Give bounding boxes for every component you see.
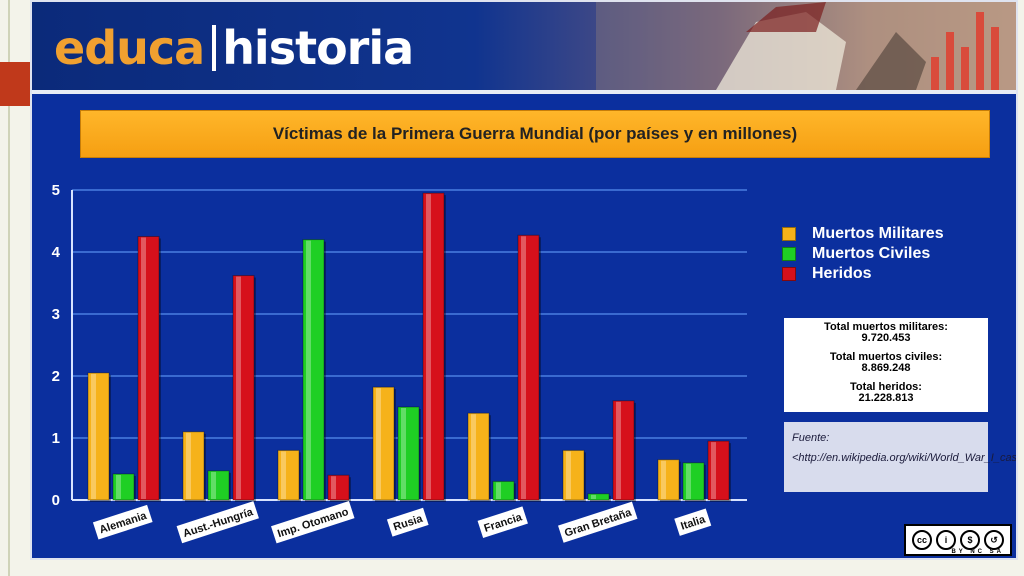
- total-civil-label: Total muertos civiles:: [829, 351, 943, 363]
- bar-highlight: [306, 240, 311, 499]
- cc-license-badge: cc i $ ↺ BY NC SA: [904, 524, 1012, 556]
- legend-label-civil: Muertos Civiles: [812, 245, 931, 262]
- total-military-value: 9.720.453: [861, 332, 911, 344]
- bar-muertos-civiles: [112, 473, 135, 501]
- y-tick-label: 2: [52, 368, 60, 385]
- slide-decoration: [8, 0, 10, 576]
- bar-heridos: [327, 474, 350, 501]
- bar-highlight: [711, 442, 716, 499]
- license-text: BY NC SA: [951, 549, 1004, 555]
- bar-highlight: [426, 194, 431, 499]
- bar-muertos-militares: [372, 386, 395, 501]
- banner-divider: [32, 90, 1016, 94]
- bar-highlight: [496, 482, 501, 499]
- y-tick-label: 5: [52, 182, 60, 199]
- bar-muertos-civiles: [397, 406, 420, 501]
- legend-item-military: Muertos Militares: [782, 224, 1012, 244]
- brand-logo: educa historia: [54, 20, 414, 76]
- bar-muertos-civiles: [682, 462, 705, 501]
- bar-muertos-militares: [562, 449, 585, 501]
- bar-muertos-militares: [467, 412, 490, 501]
- bar-highlight: [376, 388, 381, 499]
- brand-separator: [212, 25, 217, 71]
- total-wounded-label: Total heridos:: [850, 381, 922, 393]
- x-tick-label-bg: [558, 501, 638, 543]
- legend-item-wounded: Heridos: [782, 264, 1012, 284]
- x-tick-label-bg: [271, 500, 355, 544]
- legend-label-wounded: Heridos: [812, 265, 872, 282]
- bar-highlight: [141, 237, 146, 499]
- totals-box: Total muertos militares: 9.720.453 Total…: [784, 318, 988, 412]
- cc-icon: cc: [912, 530, 932, 550]
- y-tick-label: 1: [52, 430, 60, 447]
- source-label: Fuente:: [792, 432, 830, 444]
- bar-heridos: [707, 440, 730, 501]
- banner-painting-image: [596, 2, 1016, 90]
- legend-swatch-wounded: [782, 267, 796, 281]
- y-tick-label: 0: [52, 492, 60, 509]
- bar-highlight: [471, 414, 476, 499]
- total-military-label: Total muertos militares:: [824, 321, 948, 333]
- bar-highlight: [116, 474, 121, 499]
- nc-icon: $: [960, 530, 980, 550]
- y-tick-label: 4: [52, 244, 61, 261]
- bar-highlight: [521, 236, 526, 499]
- bar-heridos: [517, 234, 540, 501]
- bar-heridos: [137, 236, 160, 501]
- bar-muertos-militares: [277, 449, 300, 501]
- chart-slide: educa historia Víctimas de la Primera Gu…: [30, 0, 1018, 560]
- legend-swatch-civil: [782, 247, 796, 261]
- bar-highlight: [401, 408, 406, 499]
- bar-muertos-militares: [657, 459, 680, 501]
- header-banner: educa historia: [32, 2, 1016, 90]
- total-wounded-value: 21.228.813: [858, 392, 914, 404]
- bar-highlight: [281, 451, 286, 499]
- bar-highlight: [686, 463, 691, 499]
- x-tick-label-bg: [176, 501, 259, 544]
- chart-legend: Muertos Militares Muertos Civiles Herido…: [782, 224, 1012, 284]
- bar-highlight: [91, 373, 96, 499]
- chart-title: Víctimas de la Primera Guerra Mundial (p…: [80, 110, 990, 158]
- slide-accent-bar: [0, 62, 30, 106]
- bar-muertos-civiles: [207, 470, 230, 501]
- source-url: <http://en.wikipedia.org/wiki/World_War_…: [792, 452, 1018, 464]
- brand-part-2: historia: [222, 21, 414, 75]
- bar-highlight: [591, 494, 596, 499]
- bar-highlight: [211, 471, 216, 499]
- total-civil-value: 8.869.248: [861, 362, 911, 374]
- bar-muertos-militares: [87, 372, 110, 501]
- brand-part-1: educa: [54, 21, 205, 75]
- x-tick-label-bg: [674, 508, 712, 536]
- bar-muertos-civiles: [492, 480, 515, 501]
- bar-heridos: [612, 400, 635, 501]
- bar-highlight: [236, 276, 241, 499]
- bar-muertos-civiles: [302, 239, 325, 501]
- bar-highlight: [661, 460, 666, 499]
- bar-highlight: [331, 476, 336, 499]
- bar-muertos-militares: [182, 431, 205, 501]
- legend-item-civil: Muertos Civiles: [782, 244, 1012, 264]
- legend-swatch-military: [782, 227, 796, 241]
- x-tick-label-bg: [92, 504, 153, 540]
- legend-label-military: Muertos Militares: [812, 225, 944, 242]
- bar-highlight: [566, 451, 571, 499]
- bar-muertos-civiles: [587, 493, 610, 501]
- by-icon: i: [936, 530, 956, 550]
- bar-highlight: [186, 432, 191, 499]
- sa-icon: ↺: [984, 530, 1004, 550]
- bar-highlight: [616, 401, 621, 499]
- bar-heridos: [422, 192, 445, 501]
- y-tick-label: 3: [52, 306, 60, 323]
- x-tick-label-bg: [386, 507, 429, 537]
- source-box: Fuente: <http://en.wikipedia.org/wiki/Wo…: [784, 422, 1018, 492]
- x-tick-label-bg: [477, 506, 528, 539]
- bar-heridos: [232, 275, 255, 501]
